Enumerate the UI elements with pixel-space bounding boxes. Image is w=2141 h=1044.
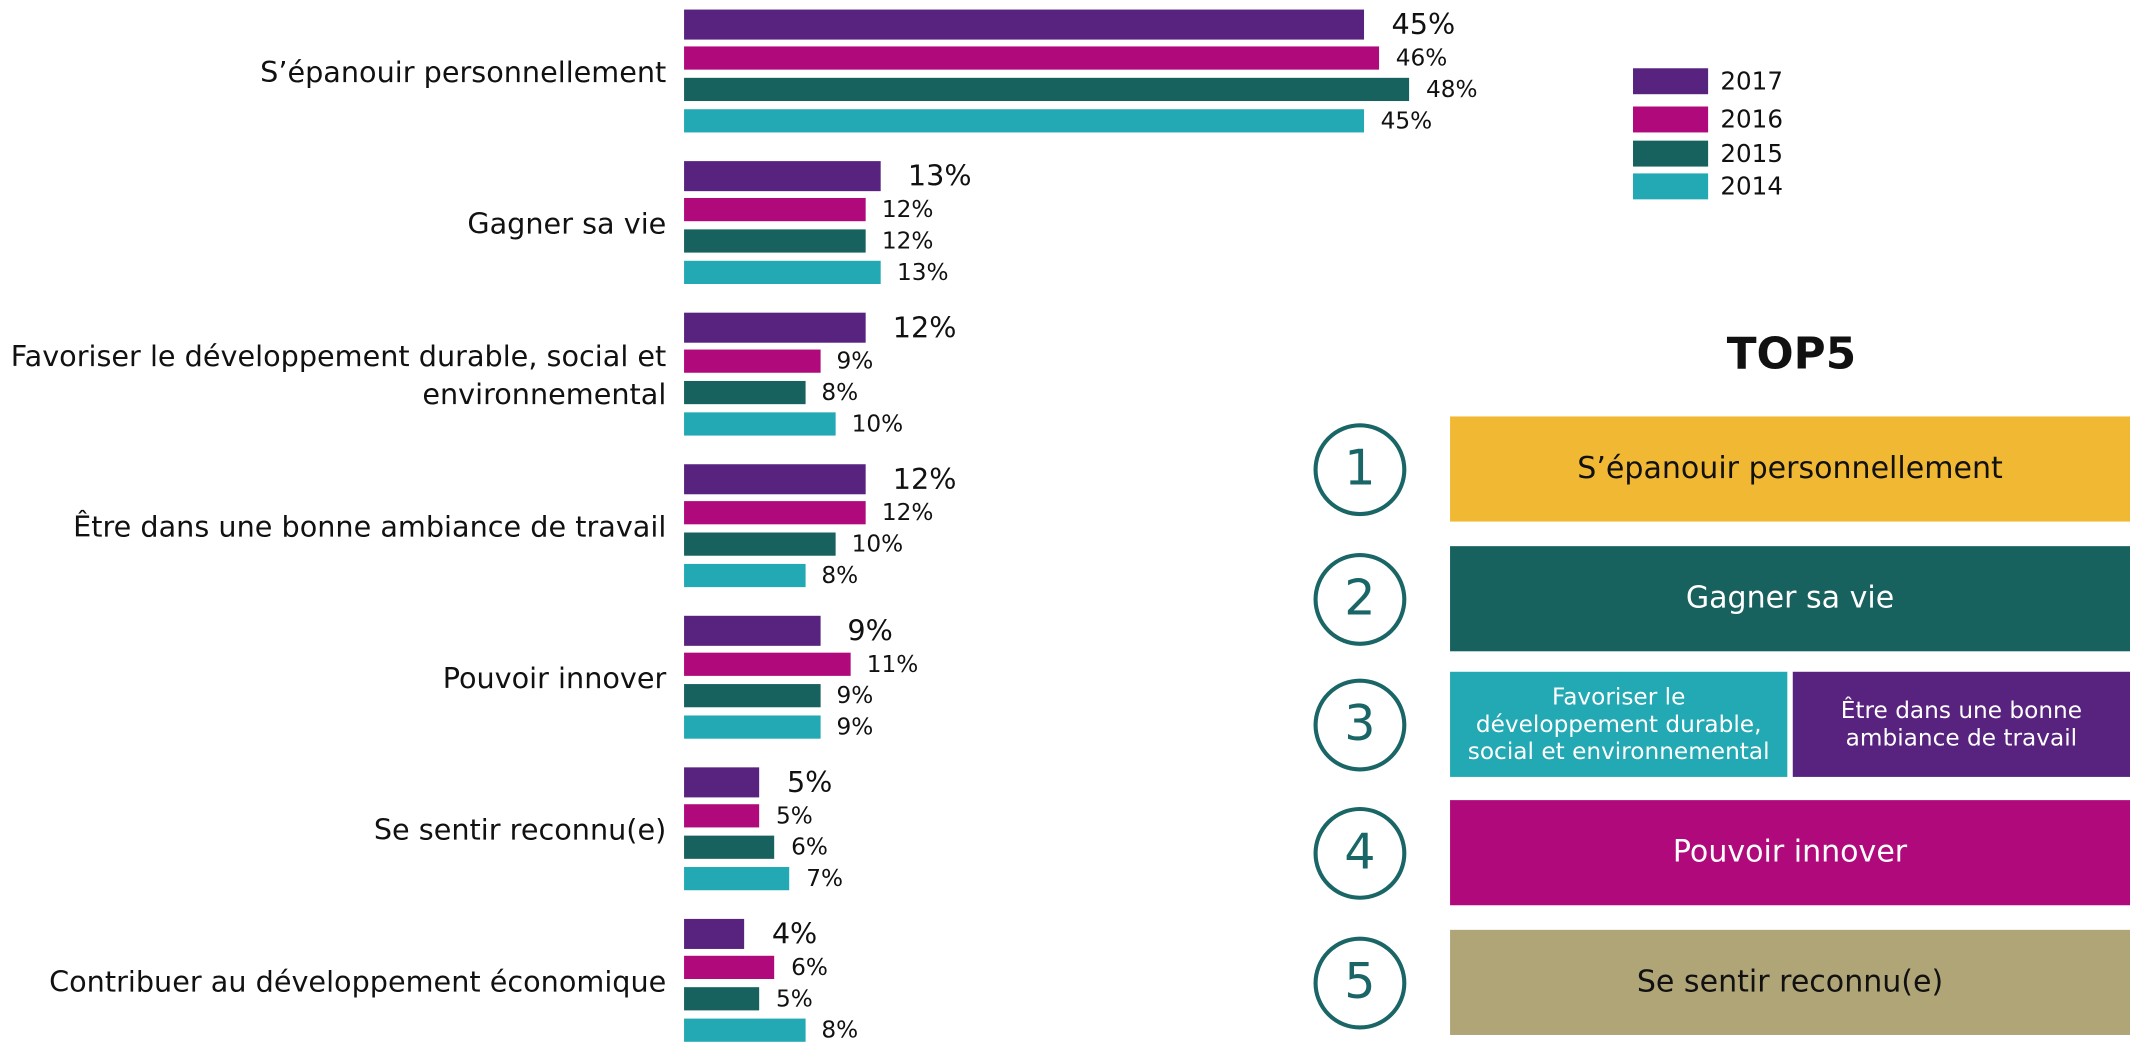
top5-title: TOP5: [1726, 327, 1857, 380]
category-label: Favoriser le développement durable, soci…: [10, 339, 667, 411]
category-label: Contribuer au développement économique: [49, 965, 667, 999]
bar: [684, 312, 866, 343]
value-label: 4%: [771, 917, 818, 951]
category-label: S’épanouir personnellement: [260, 55, 667, 89]
legend-label: 2017: [1720, 67, 1783, 97]
bar: [684, 918, 745, 949]
value-label: 8%: [821, 1016, 859, 1044]
value-label: 13%: [907, 159, 972, 193]
category-label: Être dans une bonne ambiance de travail: [73, 510, 667, 544]
value-label: 9%: [847, 614, 893, 648]
rank-circle: 4: [1313, 806, 1407, 900]
value-label: 9%: [836, 682, 874, 710]
value-label: 45%: [1391, 8, 1456, 41]
bar: [684, 501, 866, 525]
legend-swatch: [1633, 173, 1709, 200]
bar: [684, 349, 821, 373]
value-label: 11%: [866, 650, 919, 678]
bar: [684, 9, 1365, 40]
value-label: 12%: [881, 195, 934, 224]
rank-box: Pouvoir innover: [1450, 800, 2131, 906]
value-label: 6%: [791, 953, 828, 982]
value-label: 9%: [836, 347, 874, 375]
value-label: 13%: [896, 258, 949, 287]
value-label: 5%: [776, 802, 813, 830]
value-label: 5%: [786, 765, 833, 799]
value-label: 48%: [1425, 75, 1478, 104]
rank-box: Gagner sa vie: [1450, 546, 2131, 652]
bar: [684, 684, 821, 708]
legend-label: 2016: [1720, 105, 1783, 135]
bar: [684, 380, 805, 405]
value-label: 10%: [851, 530, 904, 558]
value-label: 12%: [892, 311, 957, 345]
bar: [684, 563, 805, 588]
rank-box: Se sentir reconnu(e): [1450, 929, 2131, 1035]
bar: [684, 197, 866, 222]
bar: [684, 161, 881, 192]
bar: [684, 46, 1380, 70]
rank-box: Être dans une bonne ambiance de travail: [1792, 671, 2131, 777]
rank-box: Favoriser le développement durable, soci…: [1450, 671, 1788, 777]
value-label: 46%: [1395, 44, 1448, 72]
bar: [684, 77, 1410, 102]
bar: [684, 412, 836, 436]
bar: [684, 229, 866, 253]
bar: [684, 715, 821, 739]
legend-label: 2015: [1720, 139, 1783, 169]
value-label: 12%: [881, 227, 934, 255]
rank-circle: 1: [1313, 422, 1407, 516]
category-label: Gagner sa vie: [467, 207, 667, 241]
value-label: 8%: [821, 561, 859, 590]
value-label: 45%: [1380, 107, 1433, 135]
value-label: 8%: [821, 378, 859, 407]
value-label: 6%: [791, 833, 828, 861]
bar: [684, 987, 760, 1011]
value-label: 10%: [851, 410, 904, 438]
bar: [684, 835, 775, 859]
value-label: 7%: [806, 864, 844, 893]
value-label: 5%: [776, 985, 813, 1013]
bar: [684, 260, 881, 285]
bar: [684, 1018, 805, 1042]
value-label: 9%: [836, 713, 874, 741]
category-label: Pouvoir innover: [442, 662, 667, 695]
legend-swatch: [1633, 140, 1709, 167]
rank-circle: 3: [1313, 677, 1407, 771]
bar: [684, 615, 821, 646]
rank-box: S’épanouir personnellement: [1450, 416, 2131, 522]
bar: [684, 652, 851, 676]
legend-label: 2014: [1720, 172, 1783, 202]
bar: [684, 532, 836, 556]
legend-swatch: [1633, 68, 1709, 95]
bar: [684, 804, 760, 828]
bar: [684, 955, 775, 979]
bar: [684, 867, 790, 891]
legend-swatch: [1633, 106, 1709, 133]
bar: [684, 109, 1365, 133]
bar: [684, 464, 866, 495]
category-label: Se sentir reconnu(e): [373, 813, 667, 847]
value-label: 12%: [892, 462, 957, 496]
value-label: 12%: [881, 499, 934, 527]
rank-circle: 5: [1313, 935, 1407, 1029]
rank-circle: 2: [1313, 552, 1407, 646]
bar: [684, 767, 760, 798]
